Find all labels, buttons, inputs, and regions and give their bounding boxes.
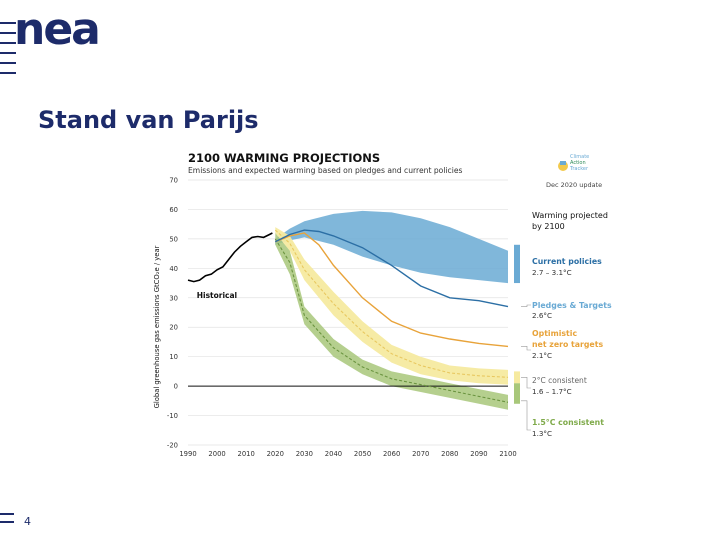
x-ticks: 1990 2000 2010 2020 2030 2040 2050 2060 2070 2080… [179,450,516,458]
chart-title: 2100 WARMING PROJECTIONS [188,151,380,165]
y-tick-70: 70 [169,177,178,185]
legend-2c: 2°C consistent 1.6 – 1.7°C [532,376,587,396]
x-tick-2040: 2040 [325,450,342,458]
one-five-degree-band [275,233,508,410]
x-tick-2020: 2020 [267,450,284,458]
legend-bar-two-degree [514,371,520,384]
x-tick-2100: 2100 [499,450,516,458]
x-tick-2070: 2070 [412,450,429,458]
right-header-line-1: Warming projected [532,211,608,220]
one-five-degree-midline [274,238,509,403]
legend-current-policies: Current policies 2.7 – 3.1°C [532,257,602,277]
chart-background [140,145,620,465]
y-tick-40: 40 [169,265,178,273]
legend-connector-optimistic [521,346,531,351]
legend-connector-one-five-degree [521,400,531,431]
x-tick-2080: 2080 [441,450,458,458]
footer-lines [0,513,14,529]
legend-pledges-value: 2.6°C [532,311,552,320]
x-tick-1990: 1990 [179,450,196,458]
legend-bar-current-policies [514,244,520,284]
legend-optimistic-name-1: Optimistic [532,329,577,338]
legend-connector-pledges [521,304,531,307]
cat-logo-line-2: Action [570,160,586,166]
legend-bars [514,244,531,431]
y-tick-50: 50 [169,235,178,243]
legend-bar-one-five-degree [514,383,520,404]
update-note: Dec 2020 update [546,181,602,189]
projection-lines [187,229,509,403]
legend-optimistic-name-2: net zero targets [532,340,603,349]
y-tick--10: -10 [167,412,178,420]
legend-current-policies-value: 2.7 – 3.1°C [532,268,572,277]
warming-projections-chart: 2100 WARMING PROJECTIONS Emissions and e… [140,145,620,465]
legend-2c-value: 1.6 – 1.7°C [532,387,572,396]
x-tick-2000: 2000 [208,450,225,458]
y-tick-30: 30 [169,294,178,302]
y-tick-60: 60 [169,206,178,214]
cat-logo: Climate Action Tracker [558,154,589,172]
page-number: 4 [24,515,31,528]
historical-label: Historical [197,291,237,300]
cat-logo-line-1: Climate [570,154,589,160]
y-tick-20: 20 [169,324,178,332]
current-policies-band [275,210,508,284]
legend-1-5c-name: 1.5°C consistent [532,418,604,427]
legend-1-5c: 1.5°C consistent 1.3°C [532,418,604,438]
x-tick-2050: 2050 [354,450,371,458]
chart-subtitle: Emissions and expected warming based on … [188,166,462,175]
optimistic-line [275,232,509,348]
logo-lines [0,22,16,82]
legend-pledges-name: Pledges & Targets [532,301,612,310]
legend-2c-name: 2°C consistent [532,376,587,385]
legend-pledges: Pledges & Targets 2.6°C [532,301,612,320]
x-tick-2090: 2090 [470,450,487,458]
two-degree-midline [274,229,509,378]
legend-optimistic: Optimistic net zero targets 2.1°C [532,329,603,360]
x-tick-2060: 2060 [383,450,400,458]
legend-1-5c-value: 1.3°C [532,429,552,438]
legend-optimistic-value: 2.1°C [532,351,552,360]
x-tick-2030: 2030 [296,450,313,458]
right-header-line-2: by 2100 [532,222,565,231]
y-tick--20: -20 [167,442,178,450]
logo-text: nea [14,4,101,55]
legend-connector-two-degree [521,376,531,389]
y-ticks: -20 -10 0 10 20 30 40 50 60 70 [167,177,178,450]
slide-title: Stand van Parijs [38,106,259,134]
cat-logo-line-3: Tracker [569,166,589,172]
historical-line [187,232,273,283]
legend-current-policies-name: Current policies [532,257,602,266]
y-axis-label: Global greenhouse gas emissions GtCO₂e /… [153,245,161,408]
pledges-line [274,229,509,308]
y-tick-10: 10 [169,353,178,361]
x-tick-2010: 2010 [238,450,255,458]
y-tick-0: 0 [174,383,178,391]
